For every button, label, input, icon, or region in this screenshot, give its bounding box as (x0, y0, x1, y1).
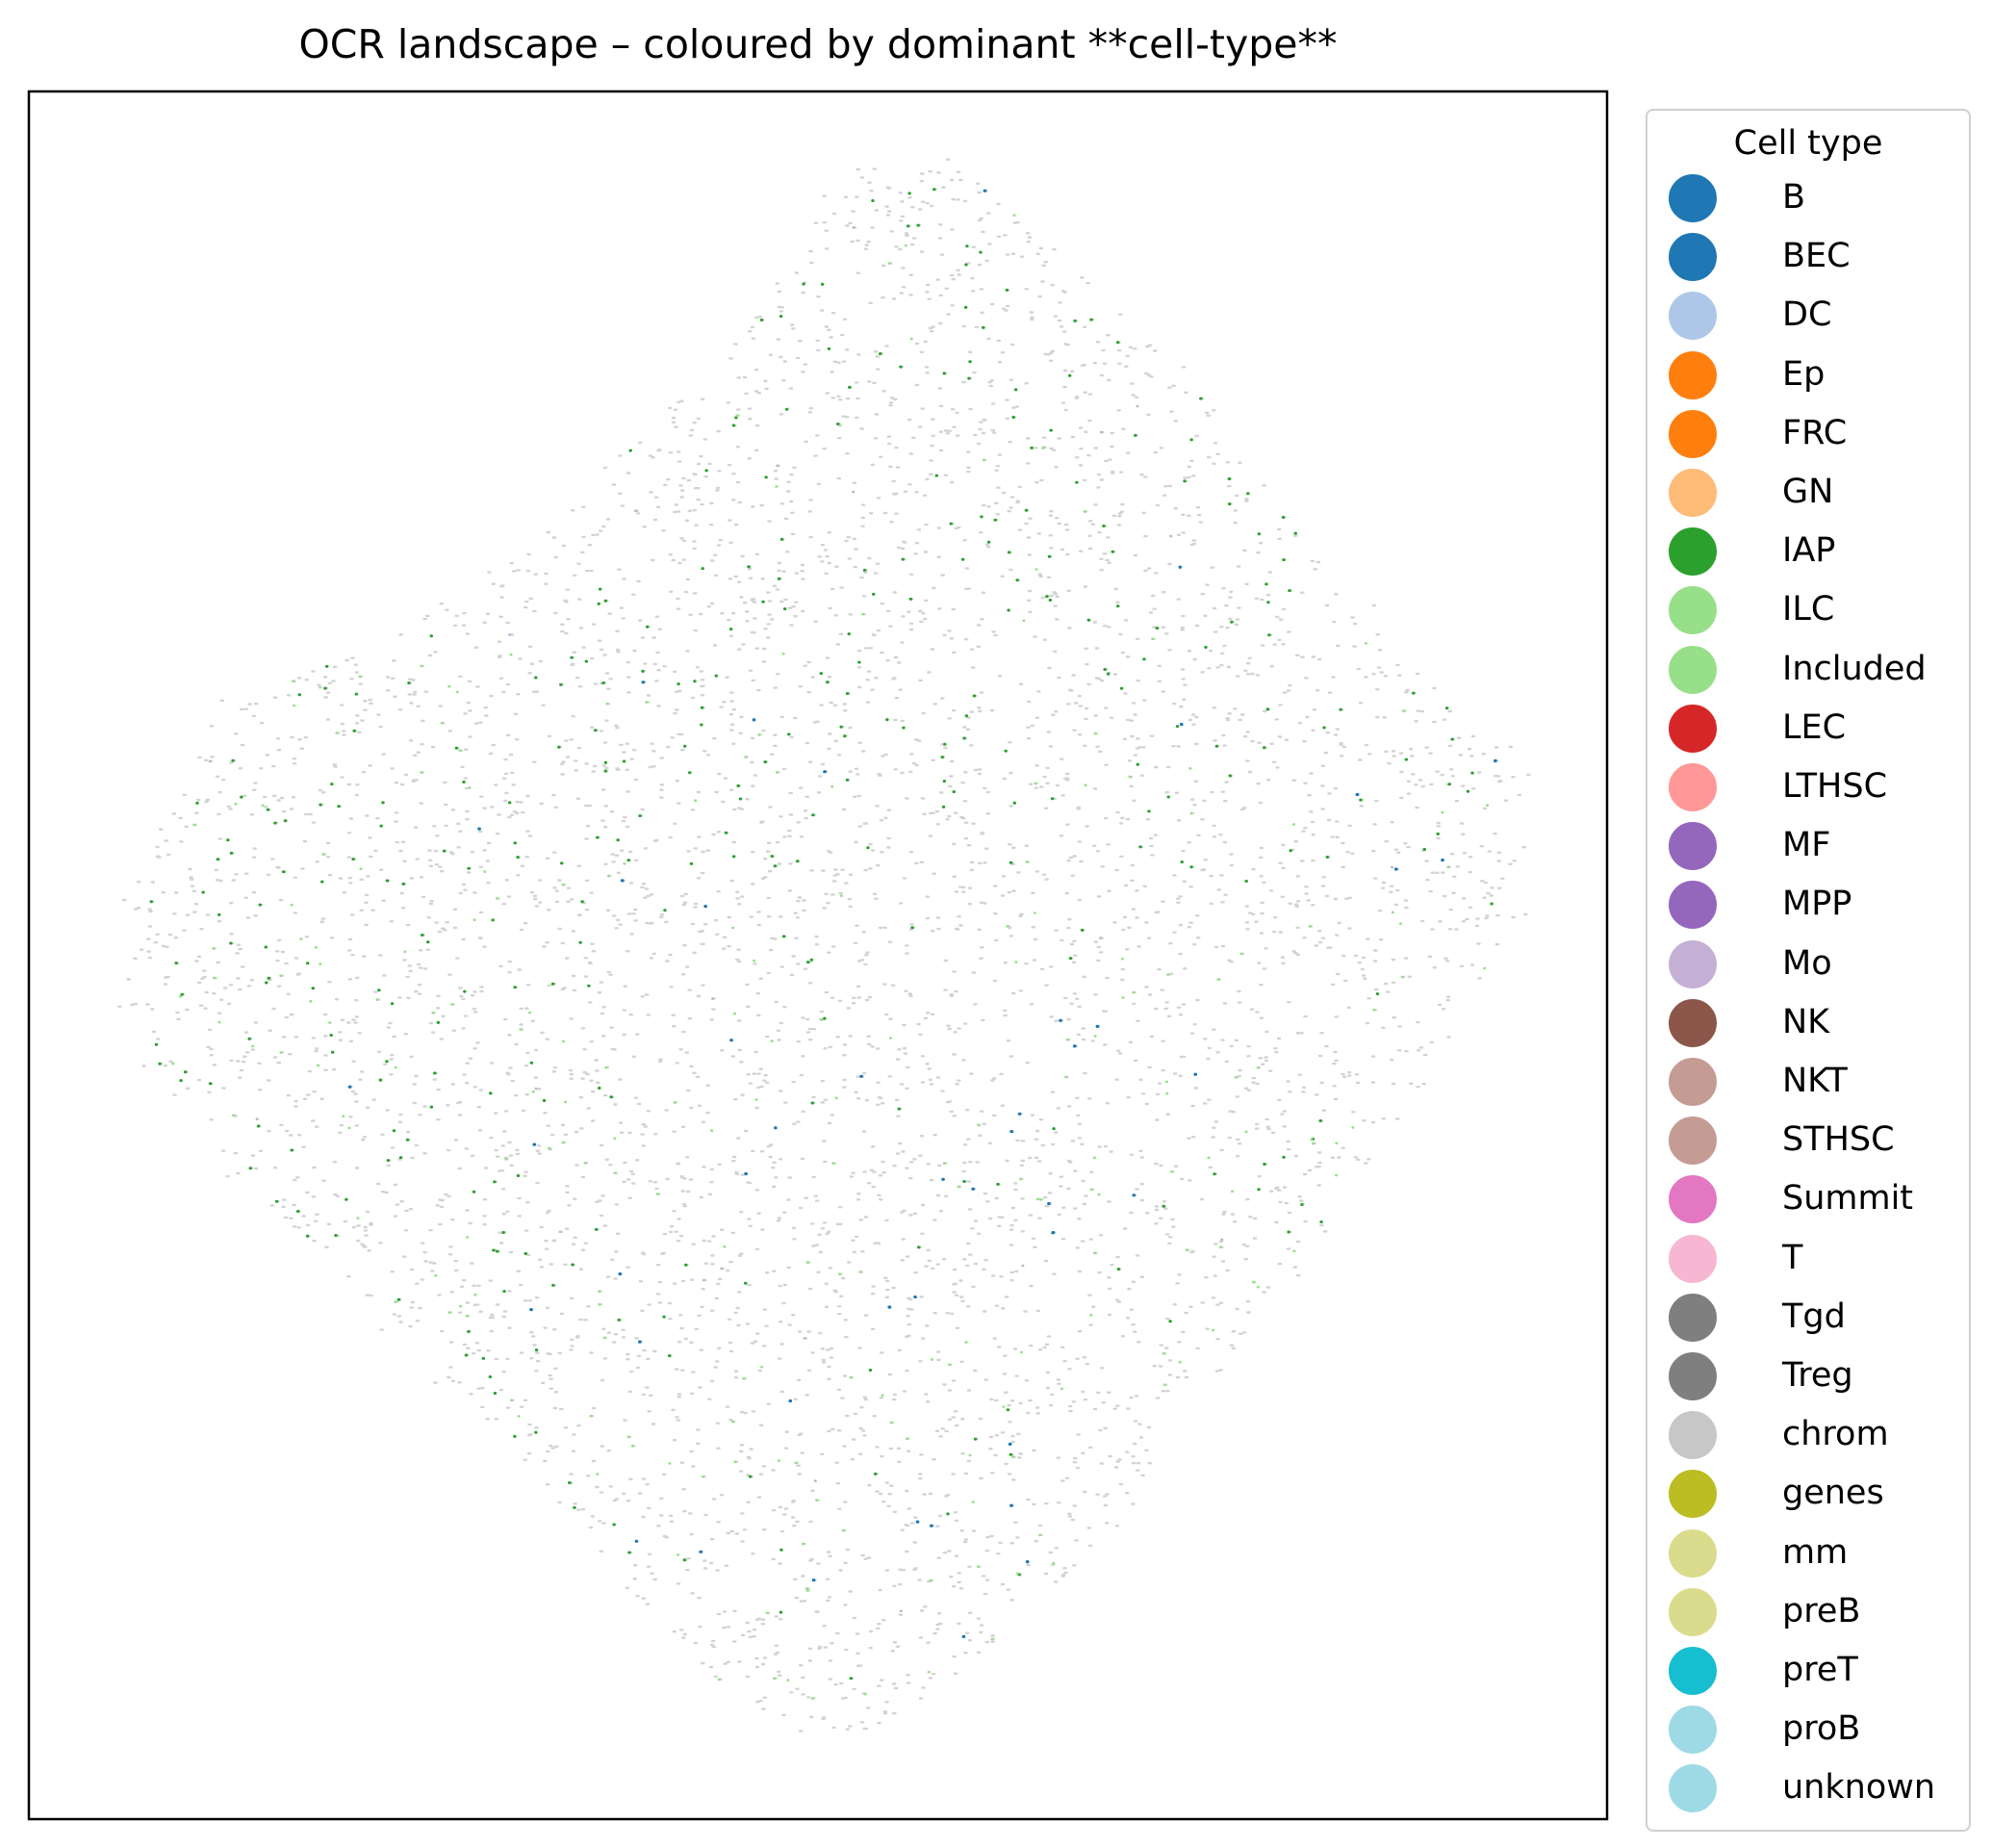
legend-label: proB (1782, 1709, 1861, 1749)
axes-frame (27, 90, 1609, 1821)
legend-label: DC (1782, 295, 1832, 335)
legend: Cell type B BEC DC Ep FRC GN IAP ILC Included LEC… (1646, 109, 1971, 1832)
legend-item-treg: Treg (1667, 1348, 1965, 1406)
legend-item-mo: Mo (1667, 937, 1965, 994)
legend-item-summit: Summit (1667, 1171, 1965, 1229)
legend-label: NKT (1782, 1062, 1848, 1100)
legend-item-included: Included (1667, 642, 1965, 700)
legend-label: MF (1782, 826, 1831, 865)
legend-swatch (1667, 761, 1719, 813)
legend-swatch (1667, 584, 1719, 637)
legend-label: mm (1782, 1532, 1849, 1572)
legend-item-iap: IAP (1667, 524, 1965, 581)
legend-swatch (1667, 1056, 1719, 1108)
legend-swatch (1667, 1232, 1719, 1285)
points-ilc (171, 214, 1490, 1700)
legend-item-mm: mm (1667, 1526, 1965, 1583)
legend-label: Mo (1782, 943, 1832, 983)
points-mo (208, 226, 1394, 1613)
legend-swatch (1667, 172, 1719, 224)
legend-item-ilc: ILC (1667, 582, 1965, 640)
legend-label: Treg (1782, 1356, 1853, 1395)
legend-swatch (1667, 231, 1719, 284)
legend-item-bec: BEC (1667, 229, 1965, 287)
legend-label: preB (1782, 1591, 1861, 1630)
legend-label: Included (1782, 649, 1927, 688)
legend-swatch (1667, 1468, 1719, 1521)
legend-label: Ep (1782, 354, 1826, 394)
legend-swatch (1667, 1409, 1719, 1462)
legend-label: unknown (1782, 1768, 1936, 1808)
legend-label: NK (1782, 1002, 1830, 1041)
legend-item-mf: MF (1667, 818, 1965, 876)
legend-label: IAP (1782, 531, 1836, 571)
legend-label: BEC (1782, 237, 1851, 276)
legend-item-t: T (1667, 1231, 1965, 1289)
legend-swatch (1667, 1645, 1719, 1697)
legend-item-preb: preB (1667, 1584, 1965, 1642)
legend-swatch (1667, 1173, 1719, 1226)
points-b (347, 189, 1497, 1638)
legend-item-chrom: chrom (1667, 1407, 1965, 1465)
legend-label: chrom (1782, 1415, 1889, 1454)
points-chrom (117, 158, 1531, 1732)
legend-label: FRC (1782, 413, 1848, 452)
legend-item-prob: proB (1667, 1702, 1965, 1759)
points-iap (149, 188, 1494, 1681)
legend-swatch (1667, 1762, 1719, 1815)
legend-title: Cell type (1733, 124, 1883, 163)
legend-label: LTHSC (1782, 767, 1888, 806)
points-layer (117, 158, 1531, 1732)
legend-swatch (1667, 702, 1719, 755)
legend-swatch (1667, 1527, 1719, 1579)
legend-item-lthsc: LTHSC (1667, 759, 1965, 817)
legend-item-nkt: NKT (1667, 1054, 1965, 1112)
legend-swatch (1667, 820, 1719, 873)
legend-item-gn: GN (1667, 465, 1965, 523)
legend-label: T (1782, 1238, 1803, 1277)
legend-swatch (1667, 407, 1719, 460)
legend-item-mpp: MPP (1667, 877, 1965, 935)
legend-swatch (1667, 879, 1719, 932)
legend-swatch (1667, 1704, 1719, 1757)
legend-item-genes: genes (1667, 1466, 1965, 1524)
legend-label: LEC (1782, 707, 1847, 747)
legend-swatch (1667, 290, 1719, 343)
legend-item-ep: Ep (1667, 347, 1965, 405)
legend-item-tgd: Tgd (1667, 1290, 1965, 1348)
legend-swatch (1667, 1115, 1719, 1168)
legend-swatch (1667, 526, 1719, 578)
legend-item-lec: LEC (1667, 701, 1965, 758)
legend-swatch (1667, 467, 1719, 519)
legend-label: Summit (1782, 1179, 1914, 1219)
legend-label: STHSC (1782, 1120, 1895, 1160)
legend-item-b: B (1667, 170, 1965, 228)
chart-title: OCR landscape – coloured by dominant **c… (298, 21, 1338, 67)
legend-label: preT (1782, 1651, 1858, 1689)
legend-swatch (1667, 348, 1719, 401)
legend-swatch (1667, 643, 1719, 696)
legend-label: GN (1782, 473, 1834, 511)
legend-label: genes (1782, 1474, 1884, 1513)
legend-item-unknown: unknown (1667, 1760, 1965, 1818)
legend-swatch (1667, 1350, 1719, 1402)
legend-label: MPP (1782, 885, 1852, 924)
legend-item-frc: FRC (1667, 406, 1965, 464)
legend-label: Tgd (1782, 1296, 1846, 1336)
legend-swatch (1667, 1291, 1719, 1344)
legend-item-pret: preT (1667, 1643, 1965, 1701)
legend-item-nk: NK (1667, 995, 1965, 1053)
legend-item-sthsc: STHSC (1667, 1113, 1965, 1170)
legend-item-dc: DC (1667, 288, 1965, 346)
legend-swatch (1667, 996, 1719, 1049)
legend-label: ILC (1782, 590, 1835, 629)
legend-swatch (1667, 937, 1719, 990)
legend-label: B (1782, 178, 1806, 217)
legend-swatch (1667, 1585, 1719, 1638)
